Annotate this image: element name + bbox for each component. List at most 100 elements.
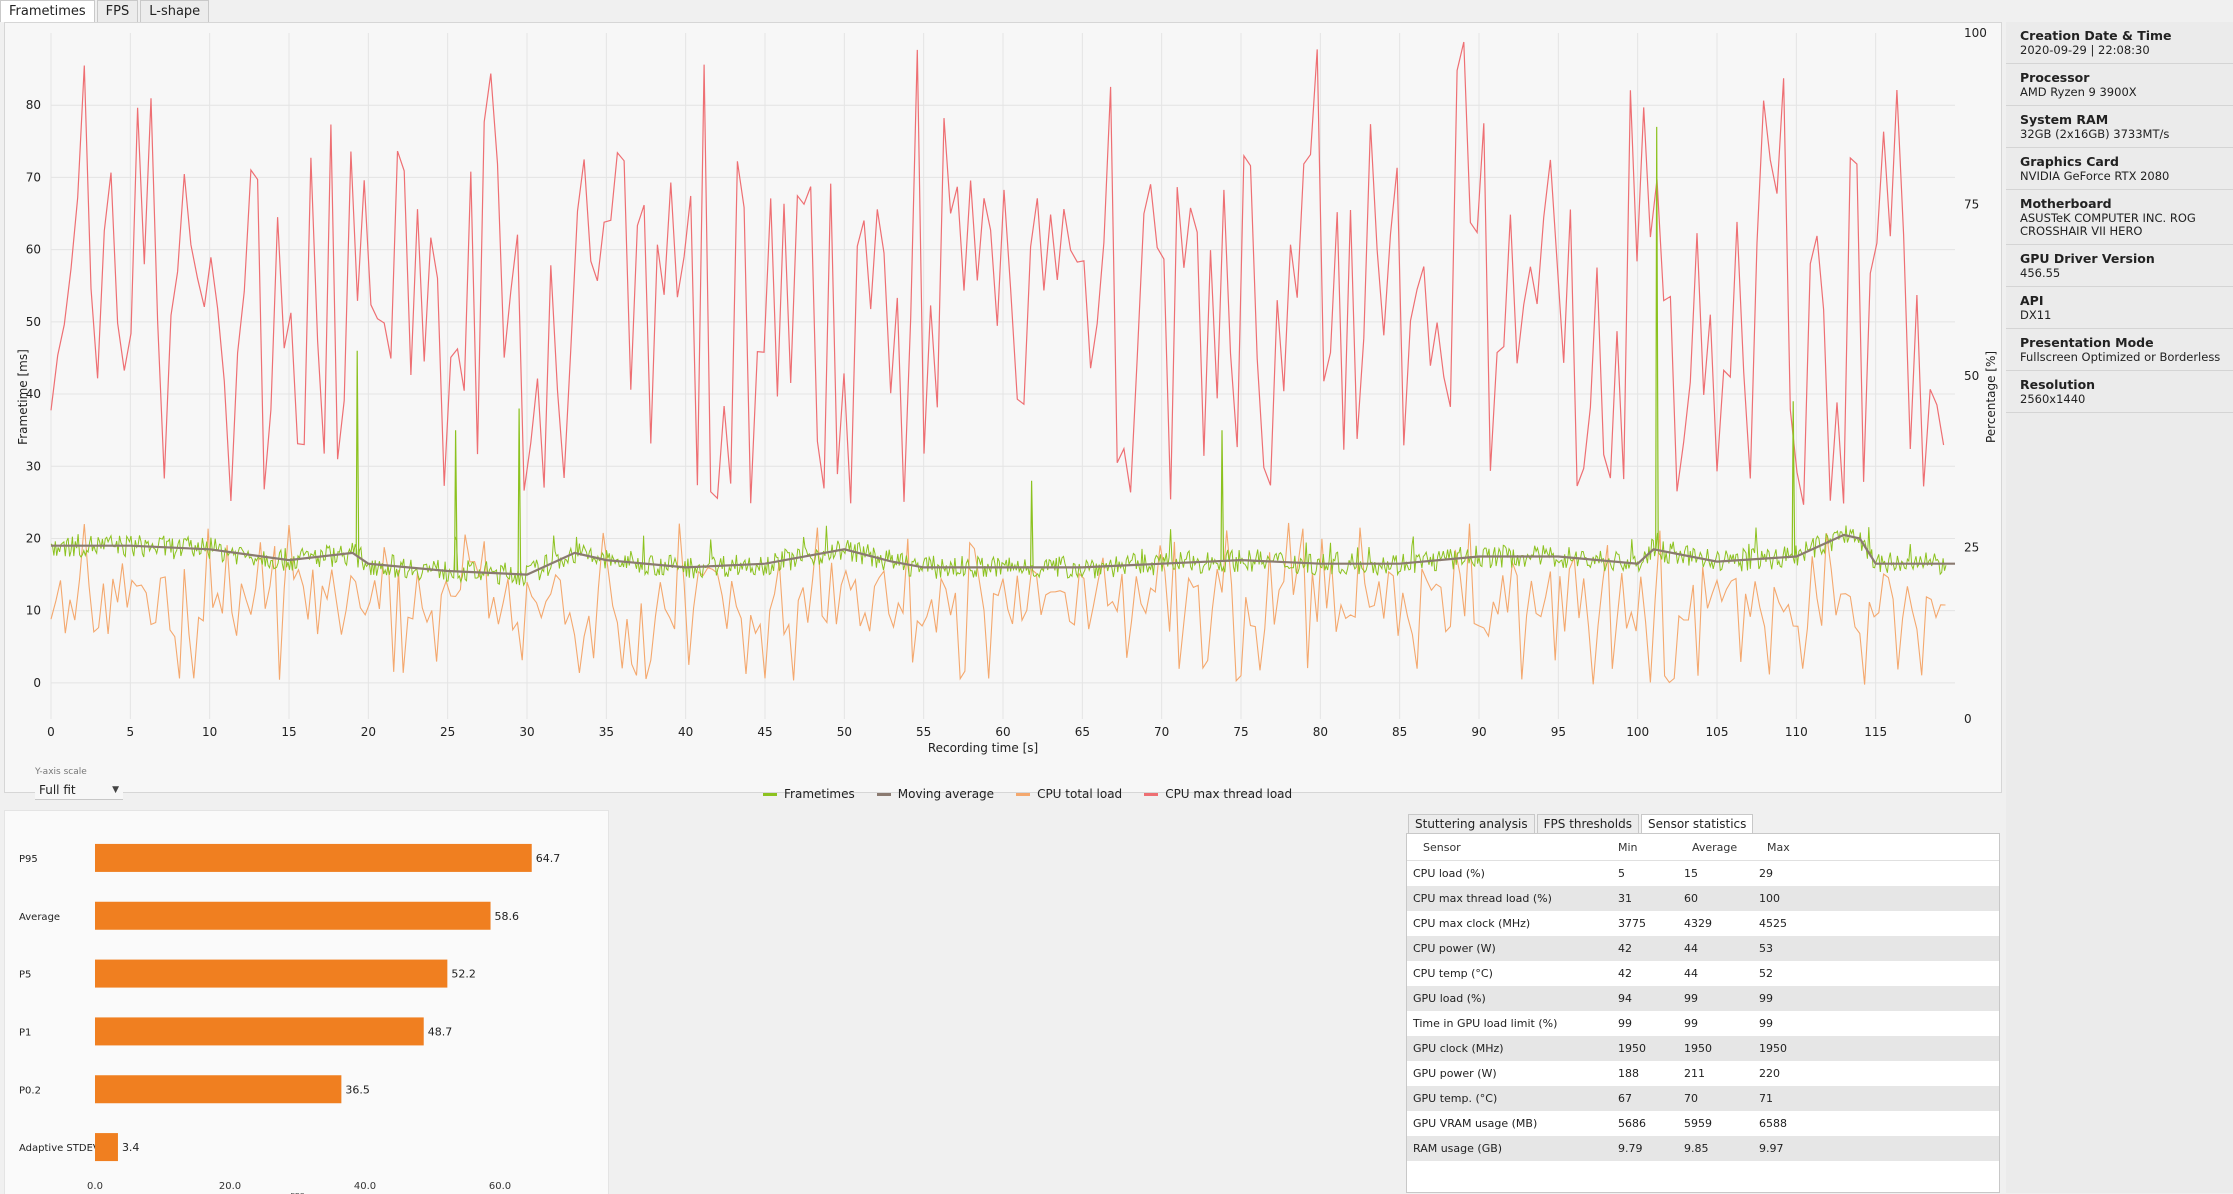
- cell-sensor: CPU power (W): [1413, 942, 1496, 955]
- bar-value-label: 3.4: [122, 1141, 140, 1154]
- x-tick-label: 55: [916, 725, 931, 739]
- y-scale-dropdown[interactable]: Full fit ▼: [35, 780, 123, 800]
- bar-x-tick-label: 60.0: [489, 1181, 511, 1192]
- x-tick-label: 20: [361, 725, 376, 739]
- cell-min: 42: [1618, 942, 1632, 955]
- tab-frametimes[interactable]: Frametimes: [0, 0, 95, 22]
- cell-sensor: GPU clock (MHz): [1413, 1042, 1504, 1055]
- y2-tick-label: 75: [1964, 198, 1979, 212]
- table-row[interactable]: CPU max clock (MHz) 3775 4329 4525: [1407, 911, 1999, 936]
- bar-value-label: 48.7: [428, 1025, 453, 1038]
- y-scale-value: Full fit: [39, 782, 76, 797]
- cell-min: 5: [1618, 867, 1625, 880]
- tab-fps[interactable]: FPS: [96, 0, 139, 22]
- table-row[interactable]: CPU load (%) 5 15 29: [1407, 861, 1999, 886]
- cell-average: 70: [1684, 1092, 1698, 1105]
- table-row[interactable]: GPU VRAM usage (MB) 5686 5959 6588: [1407, 1111, 1999, 1136]
- info-motherboard: Motherboard ASUSTeK COMPUTER INC. ROG CRO…: [2006, 190, 2233, 245]
- cell-max: 99: [1759, 992, 1773, 1005]
- x-tick-label: 5: [127, 725, 135, 739]
- y-axis-left-title: Frametime [ms]: [16, 349, 30, 445]
- cell-average: 44: [1684, 967, 1698, 980]
- bar-category-label: Average: [19, 912, 60, 923]
- series-cpu-total-load: [50, 522, 1946, 685]
- x-tick-label: 0: [47, 725, 55, 739]
- table-row[interactable]: GPU load (%) 94 99 99: [1407, 986, 1999, 1011]
- tab-l-shape[interactable]: L-shape: [140, 0, 210, 22]
- y2-tick-label: 100: [1964, 26, 1987, 40]
- x-tick-label: 40: [678, 725, 693, 739]
- legend-cpu-total-load[interactable]: CPU total load: [1016, 787, 1122, 801]
- cell-sensor: RAM usage (GB): [1413, 1142, 1503, 1155]
- cell-max: 9.97: [1759, 1142, 1784, 1155]
- chart-legend: Frametimes Moving average CPU total load…: [763, 787, 1292, 801]
- x-tick-label: 85: [1392, 725, 1407, 739]
- table-row[interactable]: RAM usage (GB) 9.79 9.85 9.97: [1407, 1136, 1999, 1161]
- info-gpu-driver: GPU Driver Version 456.55: [2006, 245, 2233, 287]
- x-tick-label: 25: [440, 725, 455, 739]
- legend-frametimes[interactable]: Frametimes: [763, 787, 855, 801]
- cell-max: 52: [1759, 967, 1773, 980]
- fps-bar-chart: P95 64.7 Average 58.6 P5 52.2 P1 48.7 P0.2 36.5 Ad…: [19, 843, 561, 1194]
- table-row[interactable]: CPU temp (°C) 42 44 52: [1407, 961, 1999, 986]
- table-row[interactable]: Time in GPU load limit (%) 99 99 99: [1407, 1011, 1999, 1036]
- bar-value-label: 64.7: [536, 852, 561, 865]
- y-tick-label: 40: [26, 387, 41, 401]
- series-cpu-max-thread-load: [50, 41, 1945, 505]
- cell-max: 71: [1759, 1092, 1773, 1105]
- y-tick-label: 20: [26, 531, 41, 545]
- table-row[interactable]: GPU temp. (°C) 67 70 71: [1407, 1086, 1999, 1111]
- header-sensor[interactable]: Sensor: [1423, 840, 1461, 854]
- tab-stuttering-analysis[interactable]: Stuttering analysis: [1408, 814, 1535, 834]
- x-axis-title: Recording time [s]: [928, 741, 1038, 755]
- header-max[interactable]: Max: [1767, 840, 1790, 854]
- table-row[interactable]: CPU max thread load (%) 31 60 100: [1407, 886, 1999, 911]
- frametime-chart-panel: Frametime [ms] Percentage [%] Recording …: [4, 22, 2002, 801]
- cell-min: 31: [1618, 892, 1632, 905]
- table-row[interactable]: CPU power (W) 42 44 53: [1407, 936, 1999, 961]
- legend-swatch: [1144, 792, 1159, 796]
- header-average[interactable]: Average: [1692, 840, 1738, 854]
- table-header: Sensor Min Average Max: [1407, 834, 1999, 861]
- x-tick-label: 80: [1313, 725, 1328, 739]
- cell-average: 1950: [1684, 1042, 1712, 1055]
- frametime-spike: [454, 430, 458, 572]
- x-tick-label: 95: [1551, 725, 1566, 739]
- cell-max: 29: [1759, 867, 1773, 880]
- table-row[interactable]: GPU power (W) 188 211 220: [1407, 1061, 1999, 1086]
- x-tick-label: 10: [202, 725, 217, 739]
- cell-min: 99: [1618, 1017, 1632, 1030]
- frametime-spike: [517, 408, 522, 575]
- legend-cpu-max-thread-load[interactable]: CPU max thread load: [1144, 787, 1292, 801]
- system-info-panel: Creation Date & Time 2020-09-29 | 22:08:3…: [2006, 22, 2233, 1193]
- y2-tick-label: 25: [1964, 541, 1979, 555]
- y-tick-label: 50: [26, 315, 41, 329]
- cell-average: 211: [1684, 1067, 1705, 1080]
- legend-label: Moving average: [897, 787, 995, 801]
- bar-category-label: P95: [19, 854, 38, 865]
- cell-sensor: GPU VRAM usage (MB): [1413, 1117, 1538, 1130]
- cell-max: 100: [1759, 892, 1780, 905]
- tab-fps-thresholds[interactable]: FPS thresholds: [1536, 814, 1639, 834]
- empty-panel: [614, 810, 1404, 1193]
- frametime-chart: Frametime [ms] Percentage [%] Recording …: [16, 26, 1998, 755]
- x-tick-label: 70: [1154, 725, 1169, 739]
- header-min[interactable]: Min: [1618, 840, 1638, 854]
- info-api: API DX11: [2006, 287, 2233, 329]
- cell-min: 1950: [1618, 1042, 1646, 1055]
- cell-min: 3775: [1618, 917, 1646, 930]
- x-tick-label: 105: [1706, 725, 1729, 739]
- x-tick-label: 35: [599, 725, 614, 739]
- legend-label: Frametimes: [784, 787, 855, 801]
- cell-max: 4525: [1759, 917, 1787, 930]
- y-tick-label: 10: [26, 604, 41, 618]
- legend-moving-average[interactable]: Moving average: [876, 787, 995, 801]
- legend-swatch: [763, 792, 777, 796]
- tab-sensor-statistics[interactable]: Sensor statistics: [1640, 814, 1754, 834]
- x-tick-label: 110: [1785, 725, 1808, 739]
- x-tick-label: 45: [757, 725, 772, 739]
- table-row[interactable]: GPU clock (MHz) 1950 1950 1950: [1407, 1036, 1999, 1061]
- sensor-tabs: Stuttering analysis FPS thresholds Senso…: [1408, 814, 1754, 834]
- series-moving-average: [51, 533, 1955, 576]
- cell-sensor: Time in GPU load limit (%): [1413, 1017, 1558, 1030]
